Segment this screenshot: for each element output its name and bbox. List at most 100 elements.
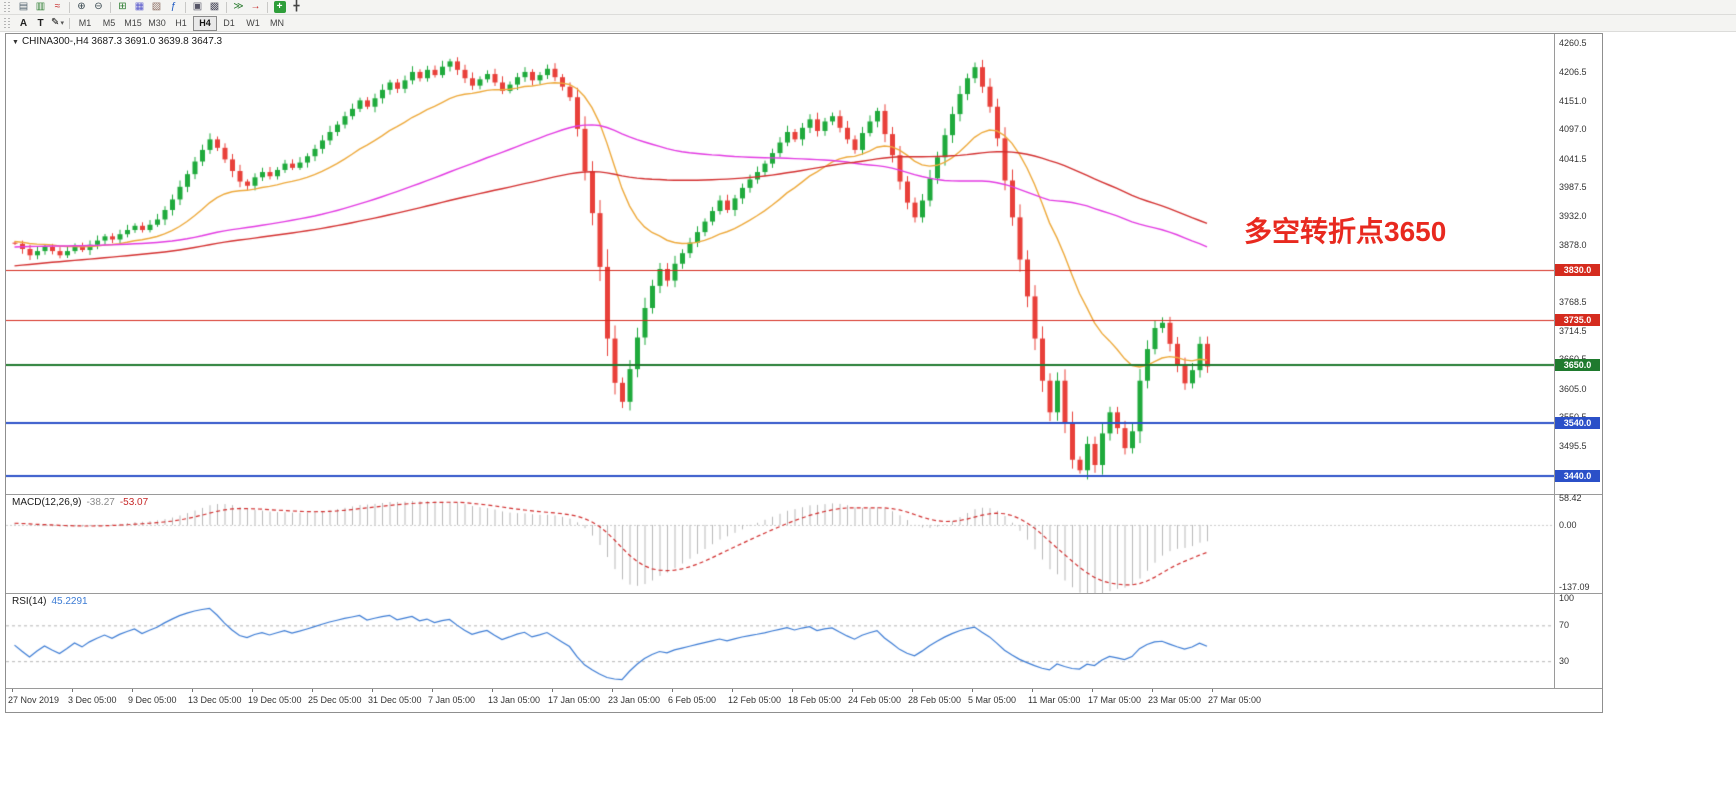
time-axis-label: 3 Dec 05:00 [68,695,117,705]
indicators-button[interactable]: ƒ [165,0,182,14]
new-chart-button[interactable]: ⊞ [114,0,131,14]
toolbar-grip[interactable] [3,1,11,13]
crosshair-button[interactable]: ╋ [288,0,305,14]
indicators-icon: ƒ [170,1,177,12]
time-tick [912,689,913,692]
chevron-down-icon: ▾ [60,20,64,27]
time-tick [1212,689,1213,692]
price-chart-canvas[interactable] [6,34,1554,494]
auto-scroll-button[interactable]: ≫ [230,0,247,14]
timeframe-w1-button[interactable]: W1 [241,16,265,31]
timeframe-mn-button[interactable]: MN [265,16,289,31]
candlestick-mode-button[interactable]: ▥ [32,0,49,14]
draw-tool-dropdown[interactable]: ✎ ▾ [49,16,66,30]
timeframe-m1-button[interactable]: M1 [73,16,97,31]
time-tick [792,689,793,692]
price-axis[interactable]: 4260.5 4206.5 4151.0 4097.0 4041.5 3987.5 3932… [1555,34,1602,494]
new-chart-icon: ⊞ [118,1,127,12]
rsi-chart-canvas[interactable] [6,594,1554,688]
pane-divider[interactable] [6,494,1602,495]
time-tick [312,689,313,692]
time-axis-label: 11 Mar 05:00 [1028,695,1081,705]
macd-label: MACD(12,26,9) -38.27 -53.07 [12,497,148,508]
time-axis-label: 27 Mar 05:00 [1208,695,1262,705]
time-axis-label: 17 Jan 05:00 [548,695,601,705]
price-tick-label: 3878.0 [1559,239,1587,250]
price-tick-label: 3932.0 [1559,211,1587,222]
toolbar-separator [267,1,268,13]
tile-windows-button[interactable]: ▣ [189,0,206,14]
macd-axis[interactable]: 58.42 0.00 -137.09 [1555,493,1602,593]
macd-pane: MACD(12,26,9) -38.27 -53.07 58.42 0.00 -137.… [6,493,1602,593]
pane-divider [6,688,1602,689]
time-tick [972,689,973,692]
time-axis[interactable]: 27 Nov 2019 3 Dec 05:00 9 Dec 05:00 13 Dec … [6,689,1602,712]
time-axis-label: 23 Mar 05:00 [1148,695,1202,705]
cascade-windows-icon: ▩ [209,1,220,12]
pencil-icon: ✎ [51,17,60,28]
annotation-text[interactable]: 多空转折点3650 [1244,216,1447,247]
time-axis-label: 23 Jan 05:00 [608,695,661,705]
chart-profiles-icon: ▦ [134,1,145,12]
macd-tick-label: 0.00 [1559,519,1577,530]
time-tick [672,689,673,692]
price-tick-label: 3768.5 [1559,297,1587,308]
time-tick [252,689,253,692]
toolbar-grip-2[interactable] [3,17,11,29]
time-axis-label: 27 Nov 2019 [8,695,60,705]
rsi-label: RSI(14) 45.2291 [12,596,88,607]
rsi-axis[interactable]: 100 70 30 [1555,593,1602,688]
time-tick [192,689,193,692]
text-tool-button[interactable]: T [32,16,49,30]
candlestick-mode-icon: ▥ [35,1,46,12]
price-level-tag: 3440.0 [1555,469,1600,482]
chart-shift-button[interactable]: → [247,0,264,14]
line-chart-mode-icon: ≈ [54,1,61,12]
templates-button[interactable]: ▧ [148,0,165,14]
timeframe-m30-button[interactable]: M30 [145,16,169,31]
chart-shift-icon: → [250,1,261,12]
macd-tick-label: -137.09 [1559,582,1590,593]
timeframe-h4-button[interactable]: H4 [193,15,217,31]
price-tick-label: 4041.5 [1559,153,1587,164]
rsi-value: 45.2291 [51,596,88,607]
chart-profiles-button[interactable]: ▦ [131,0,148,14]
time-axis-label: 24 Feb 05:00 [848,695,902,705]
zoom-in-button[interactable]: ⊕ [73,0,90,14]
arrow-tool-button[interactable]: A [15,16,32,30]
time-tick [1092,689,1093,692]
time-tick [432,689,433,692]
price-level-tag: 3830.0 [1555,264,1600,277]
time-axis-label: 17 Mar 05:00 [1088,695,1142,705]
timeframe-m15-button[interactable]: M15 [121,16,145,31]
toolbar-separator [110,1,111,13]
timeframe-d1-button[interactable]: D1 [217,16,241,31]
new-order-button[interactable]: + [271,0,288,14]
dropdown-triangle-icon[interactable]: ▼ [12,39,19,46]
price-level-tag: 3735.0 [1555,314,1600,327]
time-axis-label: 18 Feb 05:00 [788,695,842,705]
timeframe-m5-button[interactable]: M5 [97,16,121,31]
time-tick [552,689,553,692]
time-axis-label: 9 Dec 05:00 [128,695,177,705]
macd-tick-label: 58.42 [1559,493,1582,504]
bar-chart-mode-button[interactable]: ▤ [15,0,32,14]
time-axis-label: 12 Feb 05:00 [728,695,782,705]
pane-divider[interactable] [6,593,1602,594]
toolbar-separator [69,17,70,29]
line-chart-mode-button[interactable]: ≈ [49,0,66,14]
bar-chart-mode-icon: ▤ [18,1,29,12]
time-tick [132,689,133,692]
time-axis-label: 7 Jan 05:00 [428,695,476,705]
price-level-tag: 3540.0 [1555,416,1600,429]
cascade-windows-button[interactable]: ▩ [206,0,223,14]
zoom-out-button[interactable]: ⊖ [90,0,107,14]
time-tick [612,689,613,692]
timeframe-h1-button[interactable]: H1 [169,16,193,31]
macd-chart-canvas[interactable] [6,495,1554,593]
rsi-tick-label: 30 [1559,656,1570,667]
macd-signal-value: -53.07 [119,497,149,508]
axis-separator-line [1554,34,1555,689]
